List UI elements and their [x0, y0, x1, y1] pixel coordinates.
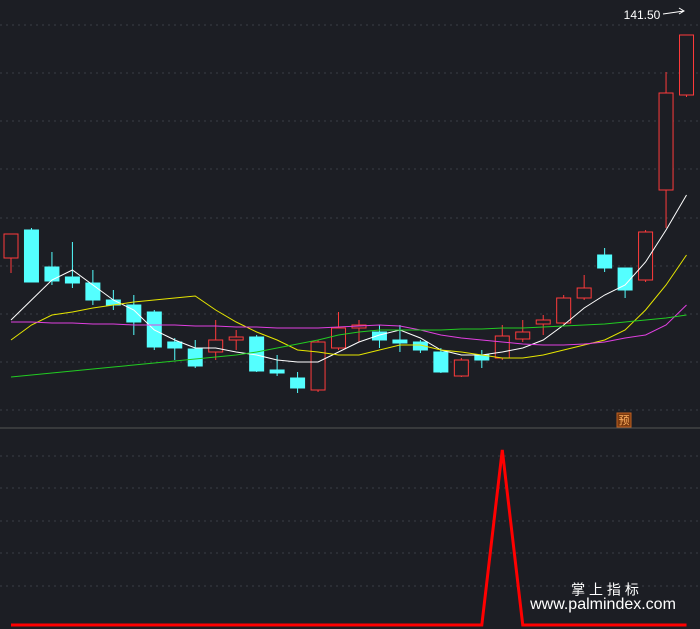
grid — [0, 24, 700, 587]
candle-body — [64, 276, 80, 284]
candle-body — [515, 331, 531, 340]
candle-body — [617, 267, 633, 291]
candle-body — [658, 92, 674, 191]
indicator-line — [11, 449, 687, 627]
high-arrow — [662, 7, 685, 15]
high-label: 141.50 — [624, 8, 661, 22]
candle-body — [228, 336, 244, 341]
candle-body — [269, 369, 285, 374]
watermark-title: 掌 上 指 标 — [571, 582, 639, 598]
candle-body — [494, 335, 510, 359]
candle-body — [597, 254, 613, 269]
candle-body — [371, 331, 387, 341]
candle-body — [126, 304, 142, 323]
moving-average-line — [10, 194, 687, 363]
candle-body — [638, 231, 654, 281]
candle-body — [187, 348, 203, 367]
candle-body — [433, 351, 449, 373]
candle-body — [44, 266, 60, 282]
badge: 预 — [619, 414, 630, 427]
candle-body — [556, 297, 572, 324]
candle-body — [310, 341, 326, 391]
candle-body — [453, 359, 469, 377]
moving-average-line — [10, 254, 687, 359]
moving-average-line — [11, 304, 687, 346]
candle-body — [3, 233, 19, 259]
watermark-url: www.palmindex.com — [529, 596, 676, 613]
candle-body — [23, 229, 39, 283]
candle-body — [535, 319, 551, 325]
badge-box — [616, 412, 632, 428]
candle-body — [576, 287, 592, 299]
candle-body — [392, 339, 408, 344]
candle-body — [290, 377, 306, 389]
candle-body — [331, 327, 347, 349]
candle-body — [679, 34, 695, 96]
candle-body — [167, 341, 183, 349]
moving-average-line — [10, 314, 687, 378]
candle-body — [412, 341, 428, 351]
candle-body — [208, 339, 224, 353]
